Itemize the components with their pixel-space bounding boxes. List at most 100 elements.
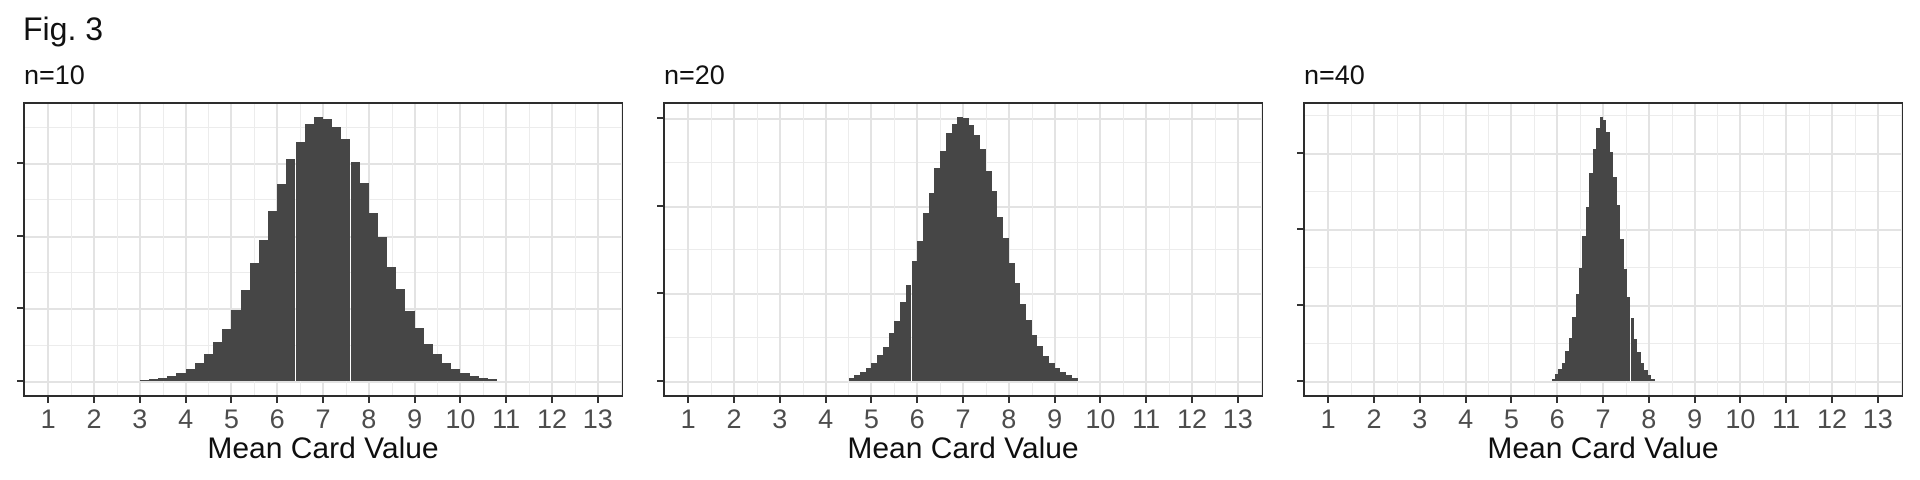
- gridline-minor-vertical: [711, 104, 713, 395]
- x-axis-tick: [1099, 397, 1102, 403]
- x-axis-title-n20: Mean Card Value: [847, 432, 1079, 465]
- gridline-minor-vertical: [1763, 104, 1765, 395]
- histogram-bar: [951, 124, 958, 381]
- x-axis-tick: [1830, 397, 1833, 403]
- x-axis-tick: [321, 397, 324, 403]
- gridline-minor-vertical: [1854, 104, 1856, 395]
- x-axis-tick-label: 11: [492, 404, 521, 434]
- gridline-major-vertical: [778, 104, 781, 395]
- y-axis-tick: [657, 116, 663, 119]
- histogram-bar: [1572, 317, 1576, 381]
- x-axis-tick-label: 3: [132, 404, 148, 434]
- facet-strip-label-n10: n=10: [24, 60, 85, 90]
- x-axis-tick: [1236, 397, 1239, 403]
- histogram-bar: [1613, 177, 1617, 381]
- histogram-bar: [1582, 236, 1586, 381]
- histogram-bar: [1551, 379, 1555, 381]
- histogram-bar: [1623, 269, 1628, 381]
- gridline-minor-vertical: [1580, 104, 1582, 395]
- histogram-bar: [1616, 205, 1621, 381]
- x-axis-tick: [47, 397, 50, 403]
- x-axis-tick-label: 8: [1641, 404, 1657, 434]
- histogram-bar: [1008, 263, 1015, 381]
- x-axis-tick: [1601, 397, 1604, 403]
- histogram-bar: [304, 124, 314, 381]
- gridline-minor-vertical: [1488, 104, 1490, 395]
- histogram-bar: [350, 162, 360, 381]
- figure-title: Fig. 3: [23, 11, 104, 47]
- y-axis-tick: [657, 292, 663, 295]
- histogram-bar: [871, 363, 878, 381]
- x-axis-tick: [1693, 397, 1696, 403]
- x-axis-tick: [276, 397, 279, 403]
- histogram-bar: [1026, 320, 1032, 381]
- histogram-bar: [1558, 369, 1562, 381]
- histogram-bar: [359, 183, 369, 381]
- histogram-bar: [487, 379, 498, 381]
- histogram-bar: [968, 125, 975, 381]
- x-axis-tick-label: 11: [1772, 404, 1801, 434]
- histogram-bar: [286, 159, 296, 381]
- histogram-bar: [963, 118, 969, 381]
- gridline-major-vertical: [687, 104, 690, 395]
- gridline-major-vertical: [1099, 104, 1102, 395]
- histogram-bar: [268, 211, 278, 381]
- gridline-major-vertical: [47, 104, 50, 395]
- x-axis-tick: [505, 397, 508, 403]
- x-axis-tick-label: 12: [1176, 404, 1208, 434]
- facet-strip-label-n40: n=40: [1304, 60, 1365, 90]
- histogram-bar: [1644, 370, 1648, 381]
- x-axis-tick: [870, 397, 873, 403]
- histogram-bar: [478, 378, 488, 381]
- gridline-major-vertical: [1372, 104, 1375, 395]
- x-axis-tick-label: 4: [178, 404, 194, 434]
- x-axis-tick-label: 8: [361, 404, 377, 434]
- histogram-bar: [1031, 335, 1038, 381]
- x-axis-tick-label: 12: [536, 404, 568, 434]
- gridline-major-vertical: [1693, 104, 1696, 395]
- x-axis-tick: [1327, 397, 1330, 403]
- x-axis-tick-label: 13: [1862, 404, 1893, 434]
- gridline-major-vertical: [824, 104, 827, 395]
- histogram-bar: [139, 380, 149, 381]
- x-axis-tick-label: 13: [1222, 404, 1253, 434]
- gridline-major-vertical: [1418, 104, 1421, 395]
- histogram-bar: [323, 119, 333, 381]
- histogram-bar: [894, 321, 901, 381]
- histogram-bar: [442, 363, 452, 381]
- histogram-bar: [414, 328, 424, 381]
- gridline-major-vertical: [505, 104, 508, 395]
- gridline-minor-vertical: [1442, 104, 1444, 395]
- histogram-bar: [167, 376, 177, 381]
- gridline-major-vertical: [230, 104, 233, 395]
- x-axis-tick: [367, 397, 370, 403]
- histogram-bar: [277, 184, 287, 381]
- histogram-bar: [423, 344, 433, 381]
- histogram-bar: [176, 373, 186, 381]
- histogram-bar: [313, 117, 323, 381]
- histogram-bar: [1575, 294, 1579, 381]
- gridline-major-vertical: [1327, 104, 1330, 395]
- histogram-bar: [940, 151, 946, 381]
- x-axis-tick: [916, 397, 919, 403]
- x-axis-tick-label: 7: [955, 404, 971, 434]
- gridline-major-vertical: [870, 104, 873, 395]
- x-axis-tick: [1464, 397, 1467, 403]
- gridline-minor-vertical: [1717, 104, 1719, 395]
- x-axis-tick: [1647, 397, 1650, 403]
- histogram-bar: [185, 369, 195, 381]
- gridline-minor-vertical: [437, 104, 439, 395]
- histogram-bar: [1627, 297, 1631, 381]
- gridline-major-vertical: [413, 104, 416, 395]
- x-axis-tick: [1785, 397, 1788, 403]
- histogram-bar: [1020, 304, 1026, 381]
- gridline-minor-vertical: [71, 104, 73, 395]
- histogram-bar: [945, 133, 952, 381]
- histogram-bar: [1554, 374, 1559, 381]
- x-axis-tick-label: 10: [445, 404, 476, 434]
- histogram-bar: [432, 354, 443, 381]
- gridline-major-vertical: [367, 104, 370, 395]
- x-axis-tick: [1418, 397, 1421, 403]
- histogram-bar: [957, 117, 964, 381]
- histogram-bar: [396, 289, 406, 381]
